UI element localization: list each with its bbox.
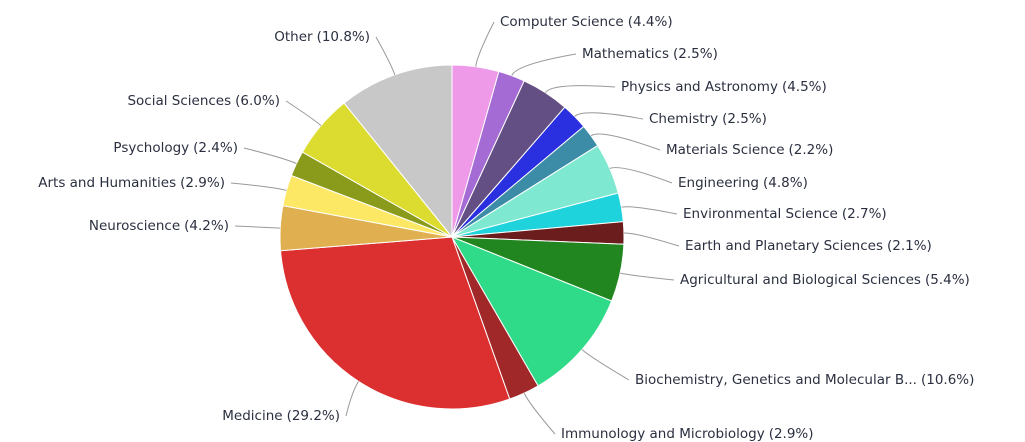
data-label: Biochemistry, Genetics and Molecular B..… (635, 372, 974, 388)
data-label: Chemistry (2.5%) (649, 111, 767, 127)
leader-line (581, 349, 630, 381)
label-name: Earth and Planetary Sciences (685, 238, 883, 254)
label-value: (2.1%) (887, 238, 932, 254)
pie-slice (450, 235, 613, 387)
data-label: Neuroscience (4.2%) (89, 218, 229, 234)
label-value: (4.2%) (184, 218, 229, 234)
data-label: Physics and Astronomy (4.5%) (621, 79, 827, 95)
leader-line (623, 232, 680, 247)
leader-line (345, 381, 359, 417)
label-name: Agricultural and Biological Sciences (680, 272, 921, 288)
label-value: (2.5%) (673, 46, 718, 62)
data-label: Agricultural and Biological Sciences (5.4… (680, 272, 970, 288)
label-name: Arts and Humanities (38, 175, 176, 191)
data-label: Engineering (4.8%) (678, 175, 808, 191)
label-name: Neuroscience (89, 218, 180, 234)
label-name: Chemistry (649, 111, 718, 127)
label-value: (10.8%) (317, 29, 370, 45)
data-label: Arts and Humanities (2.9%) (38, 175, 225, 191)
pie-slice (343, 64, 453, 239)
label-name: Immunology and Microbiology (561, 426, 765, 442)
label-value: (2.5%) (722, 111, 767, 127)
label-name: Mathematics (582, 46, 669, 62)
leader-line (375, 36, 396, 75)
leader-line (620, 272, 675, 281)
label-value: (10.6%) (921, 372, 974, 388)
pie-slice (280, 236, 511, 410)
leader-line (230, 182, 287, 191)
leader-line (234, 225, 281, 229)
data-label: Psychology (2.4%) (113, 140, 238, 156)
label-value: (2.7%) (842, 206, 887, 222)
data-label: Immunology and Microbiology (2.9%) (561, 426, 814, 442)
label-value: (2.9%) (769, 426, 814, 442)
label-name: Environmental Science (683, 206, 838, 222)
label-value: (6.0%) (235, 93, 280, 109)
label-name: Biochemistry, Genetics and Molecular B..… (635, 372, 917, 388)
data-label: Other (10.8%) (274, 29, 370, 45)
label-name: Physics and Astronomy (621, 79, 778, 95)
label-value: (2.9%) (180, 175, 225, 191)
label-value: (4.5%) (782, 79, 827, 95)
data-label: Earth and Planetary Sciences (2.1%) (685, 238, 932, 254)
leader-line (590, 133, 661, 151)
label-value: (2.2%) (789, 142, 834, 158)
label-name: Other (274, 29, 313, 45)
data-label: Social Sciences (6.0%) (127, 93, 280, 109)
label-name: Psychology (113, 140, 189, 156)
label-value: (2.4%) (193, 140, 238, 156)
label-value: (5.4%) (925, 272, 970, 288)
label-value: (4.8%) (763, 175, 808, 191)
leader-line (609, 167, 673, 184)
data-label: Mathematics (2.5%) (582, 46, 718, 62)
label-name: Materials Science (666, 142, 785, 158)
label-value: (4.4%) (628, 14, 673, 30)
leader-line (545, 85, 616, 93)
label-name: Engineering (678, 175, 759, 191)
leader-line (285, 100, 322, 126)
leader-line (523, 392, 556, 435)
data-label: Medicine (29.2%) (222, 408, 340, 424)
leader-line (475, 21, 495, 67)
leader-line (243, 147, 297, 165)
data-label: Materials Science (2.2%) (666, 142, 833, 158)
leader-line (574, 112, 644, 120)
leader-line (621, 206, 678, 215)
label-name: Medicine (222, 408, 282, 424)
label-name: Computer Science (500, 14, 624, 30)
label-name: Social Sciences (127, 93, 231, 109)
label-value: (29.2%) (287, 408, 340, 424)
data-label: Environmental Science (2.7%) (683, 206, 887, 222)
data-label: Computer Science (4.4%) (500, 14, 673, 30)
leader-line (511, 53, 577, 76)
